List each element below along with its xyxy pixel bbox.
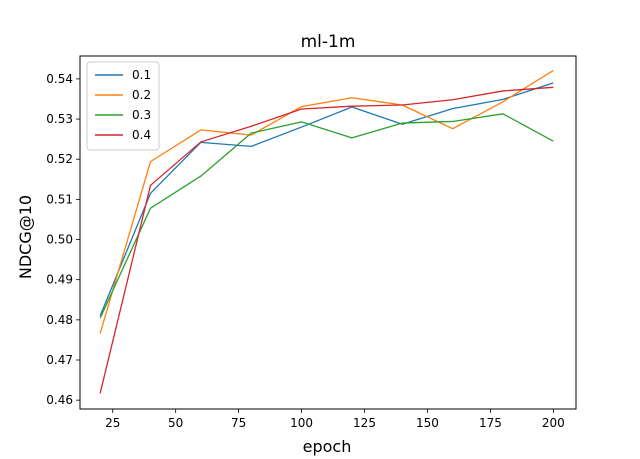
legend: 0.1 0.2 0.3 0.4 — [86, 61, 160, 151]
x-axis-label: epoch — [303, 437, 352, 456]
y-axis-label: NDCG@10 — [16, 195, 35, 279]
x-tick-label: 175 — [479, 416, 502, 430]
y-tick-label: 0.54 — [46, 72, 73, 86]
x-tick-label: 150 — [416, 416, 439, 430]
y-tick-label: 0.52 — [46, 152, 73, 166]
y-tick-label: 0.53 — [46, 112, 73, 126]
x-tick-label: 125 — [353, 416, 376, 430]
y-tick-label: 0.51 — [46, 192, 73, 206]
y-tick-label: 0.49 — [46, 273, 73, 287]
x-tick-label: 100 — [290, 416, 313, 430]
series-line-0.2 — [99, 69, 554, 334]
axes-frame — [79, 55, 577, 410]
x-tick-label: 200 — [542, 416, 565, 430]
y-tick-label: 0.50 — [46, 233, 73, 247]
legend-label: 0.4 — [132, 128, 151, 142]
x-tick-label: 50 — [168, 416, 183, 430]
chart-title: ml-1m — [301, 32, 356, 52]
plot-area: 25 50 75 100 125 150 175 200 0.46 0.47 0.48 0.49 0.5… — [46, 69, 565, 430]
legend-label: 0.2 — [132, 88, 151, 102]
series-line-0.1 — [99, 82, 554, 317]
y-tick-label: 0.46 — [46, 393, 73, 407]
series-line-0.4 — [99, 86, 554, 394]
series-line-0.3 — [99, 113, 554, 319]
y-tick-label: 0.47 — [46, 353, 73, 367]
legend-box — [86, 61, 160, 151]
legend-label: 0.3 — [132, 108, 151, 122]
y-tick-label: 0.48 — [46, 313, 73, 327]
legend-label: 0.1 — [132, 68, 151, 82]
x-tick-label: 75 — [231, 416, 246, 430]
x-tick-label: 25 — [105, 416, 120, 430]
